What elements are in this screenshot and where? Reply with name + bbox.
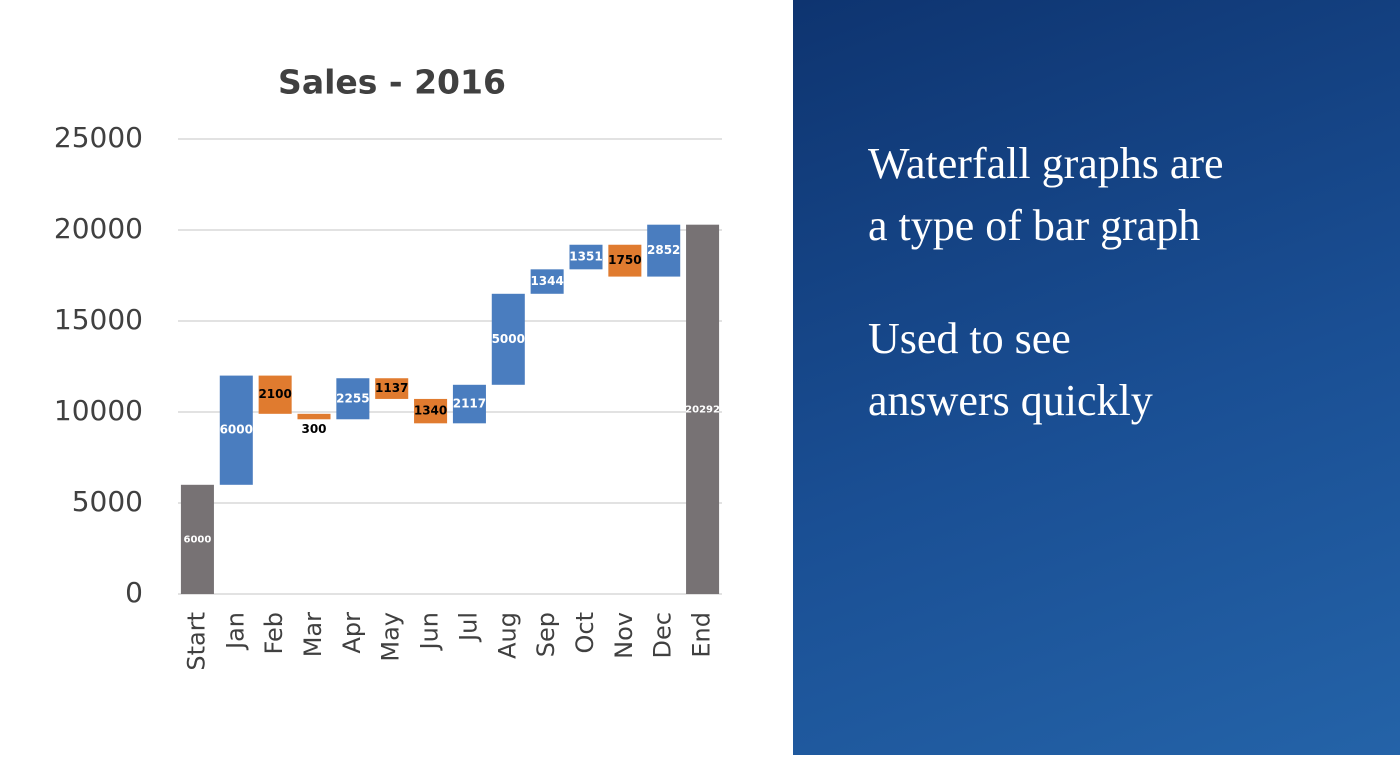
bar <box>414 398 448 424</box>
y-tick-label: 10000 <box>54 394 143 427</box>
panel-text: Waterfall graphs are a type of bar graph U… <box>868 139 1224 425</box>
slide-text: Waterfall graphs are <box>868 139 1224 188</box>
bar <box>491 293 525 385</box>
slide-text: Used to see <box>868 314 1071 363</box>
data-label: 1137 <box>375 381 408 395</box>
data-label: 20292 <box>685 404 720 415</box>
data-label: 1351 <box>569 250 602 264</box>
x-tick-label: Nov <box>610 612 638 659</box>
slide-text: answers quickly <box>868 376 1153 425</box>
bar <box>336 378 370 420</box>
data-label: 2117 <box>453 397 486 411</box>
x-tick-label: Start <box>182 612 210 671</box>
data-label: 6000 <box>184 534 212 545</box>
x-tick-label: Aug <box>493 612 521 659</box>
y-tick-label: 0 <box>125 576 143 609</box>
bar <box>258 375 292 414</box>
data-label: 5000 <box>492 332 525 346</box>
x-tick-label: Mar <box>299 612 327 657</box>
data-label: 2100 <box>258 387 291 401</box>
chart: Sales - 2016 0 5000 10000 15000 20000 25000 60… <box>54 63 722 671</box>
bar <box>297 413 331 420</box>
data-label: 6000 <box>220 423 253 437</box>
x-tick-label: Feb <box>260 612 288 655</box>
x-tick-label: Dec <box>649 612 677 658</box>
data-label: 2852 <box>647 243 680 257</box>
bar <box>686 224 720 594</box>
bar <box>375 378 409 399</box>
data-label: 1344 <box>530 274 563 288</box>
x-tick-label: May <box>377 612 405 662</box>
data-label: 1750 <box>608 253 641 267</box>
bar <box>608 244 642 277</box>
x-tick-label: Jul <box>454 612 482 643</box>
y-tick-label: 20000 <box>54 212 143 245</box>
data-label: 300 <box>301 422 326 436</box>
x-tick-label: Apr <box>338 612 366 654</box>
y-tick-label: 15000 <box>54 303 143 336</box>
x-tick-label: End <box>688 612 716 658</box>
bar <box>569 244 603 270</box>
x-tick-label: Jun <box>416 612 444 652</box>
chart-title: Sales - 2016 <box>278 63 506 102</box>
x-tick-label: Jan <box>221 612 249 651</box>
data-label: 1340 <box>414 404 447 418</box>
y-tick-label: 25000 <box>54 121 143 154</box>
bar <box>219 375 253 485</box>
bar <box>452 384 486 424</box>
data-label: 2255 <box>336 391 369 405</box>
text-panel: Waterfall graphs are a type of bar graph U… <box>793 0 1400 755</box>
slide-text: a type of bar graph <box>868 201 1200 250</box>
y-tick-label: 5000 <box>72 485 143 518</box>
bar <box>647 224 681 277</box>
bar <box>180 484 214 594</box>
bar <box>530 269 564 294</box>
x-tick-label: Oct <box>571 612 599 654</box>
x-tick-label: Sep <box>532 612 560 657</box>
